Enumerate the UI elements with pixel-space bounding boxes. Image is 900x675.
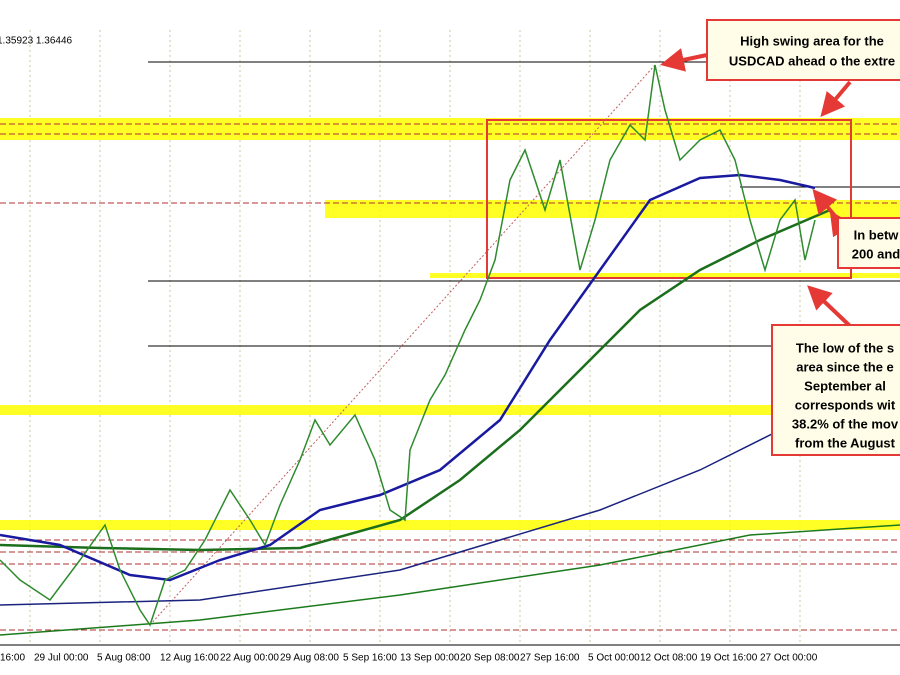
- annotation-1: High swing area for the USDCAD ahead o t…: [706, 19, 900, 81]
- ma-200-bar: [0, 429, 781, 606]
- annotation-2: In betw 200 and: [837, 217, 900, 269]
- x-tick-label: 20 Sep 08:00: [460, 653, 520, 664]
- x-tick-label: 27 Oct 00:00: [760, 653, 818, 664]
- annotation-text: September al: [804, 378, 886, 393]
- annotation-text: corresponds wit: [795, 397, 896, 412]
- annotation-text: 38.2% of the mov: [792, 416, 899, 431]
- x-tick-label: 16:00: [0, 653, 25, 664]
- x-axis-labels: 16:00 29 Jul 00:00 5 Aug 08:00 12 Aug 16:00…: [0, 653, 818, 664]
- x-tick-label: 13 Sep 00:00: [400, 653, 460, 664]
- annotation-text: 200 and: [852, 246, 900, 261]
- annotation-text: USDCAD ahead o the extre: [729, 53, 895, 68]
- x-tick-label: 5 Aug 08:00: [97, 653, 151, 664]
- x-tick-label: 29 Aug 08:00: [280, 653, 339, 664]
- x-tick-label: 12 Oct 08:00: [640, 653, 698, 664]
- ma-200: [0, 173, 816, 582]
- swing-area-box: [486, 119, 852, 279]
- fib-line: [149, 64, 656, 626]
- x-tick-label: 27 Sep 16:00: [520, 653, 580, 664]
- ma-100: [0, 208, 831, 552]
- annotation-text: from the August: [795, 435, 896, 450]
- annotation-3: The low of the s area since the e Septem…: [771, 324, 900, 456]
- annotation-text: High swing area for the: [740, 33, 884, 48]
- price: [0, 64, 816, 627]
- x-tick-label: 5 Sep 16:00: [343, 653, 397, 664]
- x-tick-label: 29 Jul 00:00: [34, 653, 89, 664]
- ma-lower: [0, 524, 900, 636]
- price-readout: 1.35923 1.36446: [0, 36, 73, 47]
- annotation-text: In betw: [854, 227, 900, 242]
- x-tick-label: 19 Oct 16:00: [700, 653, 758, 664]
- annotation-text: The low of the s: [796, 340, 894, 355]
- x-tick-label: 22 Aug 00:00: [220, 653, 279, 664]
- x-tick-label: 5 Oct 00:00: [588, 653, 640, 664]
- x-tick-label: 12 Aug 16:00: [160, 653, 219, 664]
- annotation-text: area since the e: [796, 359, 894, 374]
